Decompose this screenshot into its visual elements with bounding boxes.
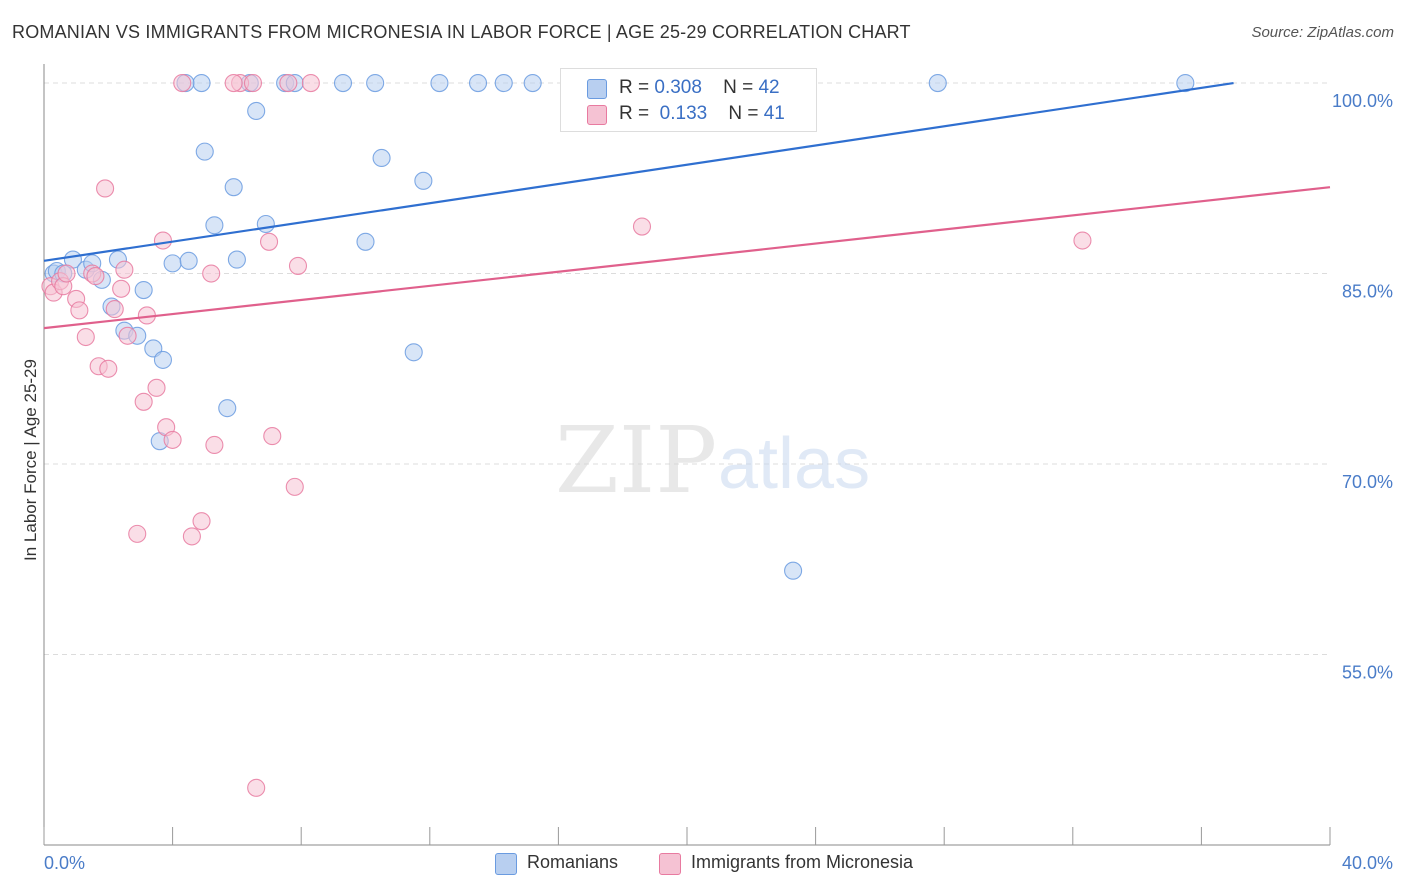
point-micronesia xyxy=(182,527,201,546)
point-romanians xyxy=(784,561,803,580)
romanians-n-value: 42 xyxy=(758,77,780,98)
point-romanians xyxy=(1176,73,1195,93)
point-romanians xyxy=(205,216,224,235)
y-tick-label: 70.0% xyxy=(1342,472,1393,492)
legend-romanians-label: Romanians xyxy=(527,852,619,872)
point-romanians xyxy=(224,178,243,197)
x-tick-label-min: 0.0% xyxy=(44,853,85,873)
point-micronesia xyxy=(247,778,266,797)
y-axis-label: In Labor Force | Age 25-29 xyxy=(21,359,40,561)
point-micronesia xyxy=(115,260,134,279)
point-romanians xyxy=(227,250,246,269)
trend-line-micronesia xyxy=(43,186,1331,330)
point-romanians xyxy=(404,343,423,362)
micronesia-swatch xyxy=(587,105,607,125)
point-micronesia xyxy=(192,512,211,531)
point-micronesia xyxy=(86,267,105,286)
point-romanians xyxy=(134,280,153,300)
point-micronesia xyxy=(279,73,298,93)
point-micronesia xyxy=(259,232,279,251)
legend-romanians-swatch xyxy=(495,853,517,875)
point-romanians xyxy=(195,142,214,161)
point-romanians xyxy=(163,254,182,273)
y-tick-label: 55.0% xyxy=(1342,663,1393,683)
point-micronesia xyxy=(96,179,115,198)
tick-labels: 55.0% 70.0% 85.0% 100.0% 0.0% 40.0% xyxy=(44,91,1393,873)
gridlines xyxy=(44,82,1330,656)
point-micronesia xyxy=(1073,231,1092,250)
point-micronesia xyxy=(118,326,137,345)
point-romanians xyxy=(372,148,391,168)
point-micronesia xyxy=(288,256,308,275)
watermark-zip: ZIP xyxy=(555,407,717,514)
micronesia-r-value: 0.133 xyxy=(659,103,708,124)
point-micronesia xyxy=(224,73,243,93)
watermark-atlas: atlas xyxy=(718,424,870,504)
point-micronesia xyxy=(173,73,192,93)
romanians-r-value: 0.308 xyxy=(654,77,702,98)
point-romanians xyxy=(928,73,947,93)
x-tick-label-max: 40.0% xyxy=(1342,853,1393,873)
point-micronesia xyxy=(263,427,282,446)
point-romanians xyxy=(494,73,513,93)
legend-micronesia-label: Immigrants from Micronesia xyxy=(691,852,914,872)
micronesia-n-value: 41 xyxy=(763,103,785,124)
point-micronesia xyxy=(99,359,118,378)
point-romanians xyxy=(153,350,173,369)
point-micronesia xyxy=(105,300,124,319)
point-romanians xyxy=(356,232,375,251)
point-micronesia xyxy=(128,524,147,543)
point-micronesia xyxy=(70,301,89,320)
point-romanians xyxy=(366,73,385,93)
point-romanians xyxy=(256,214,275,234)
point-micronesia xyxy=(134,392,153,411)
romanians-swatch xyxy=(587,79,607,99)
point-romanians xyxy=(247,101,266,121)
legend-micronesia-swatch xyxy=(659,853,681,875)
point-micronesia xyxy=(301,73,320,93)
data-points xyxy=(41,73,1195,797)
micronesia-n-label: N = xyxy=(728,103,759,124)
point-romanians xyxy=(192,73,211,93)
point-micronesia xyxy=(285,477,304,496)
point-micronesia xyxy=(153,231,173,250)
axes xyxy=(43,64,1331,846)
romanians-r-label: R = xyxy=(619,77,650,98)
point-romanians xyxy=(218,399,237,418)
point-micronesia xyxy=(163,430,182,449)
chart-title: ROMANIAN VS IMMIGRANTS FROM MICRONESIA I… xyxy=(12,22,911,42)
point-romanians xyxy=(414,171,433,190)
source-label: Source: ZipAtlas.com xyxy=(1251,24,1394,41)
point-micronesia xyxy=(632,217,652,236)
series-legend: Romanians Immigrants from Micronesia xyxy=(0,852,1406,878)
point-micronesia xyxy=(147,378,166,397)
point-romanians xyxy=(523,73,542,93)
point-romanians xyxy=(179,251,198,270)
point-micronesia xyxy=(205,435,224,455)
point-micronesia xyxy=(112,279,131,298)
point-micronesia xyxy=(243,73,263,93)
stats-legend: R = 0.308 N = 42 R = 0.133 N = 41 xyxy=(560,68,817,132)
y-tick-label: 100.0% xyxy=(1332,91,1393,111)
point-romanians xyxy=(333,73,353,93)
point-romanians xyxy=(468,73,488,93)
point-micronesia xyxy=(76,327,95,347)
romanians-n-label: N = xyxy=(723,77,754,98)
y-tick-label: 85.0% xyxy=(1342,282,1393,302)
point-micronesia xyxy=(202,264,221,283)
watermark: ZIP atlas xyxy=(555,407,870,514)
trend-line-romanians xyxy=(43,81,1234,262)
point-micronesia xyxy=(57,264,76,283)
micronesia-r-label: R = xyxy=(619,103,650,124)
point-romanians xyxy=(430,73,449,93)
trend-lines xyxy=(43,81,1331,330)
